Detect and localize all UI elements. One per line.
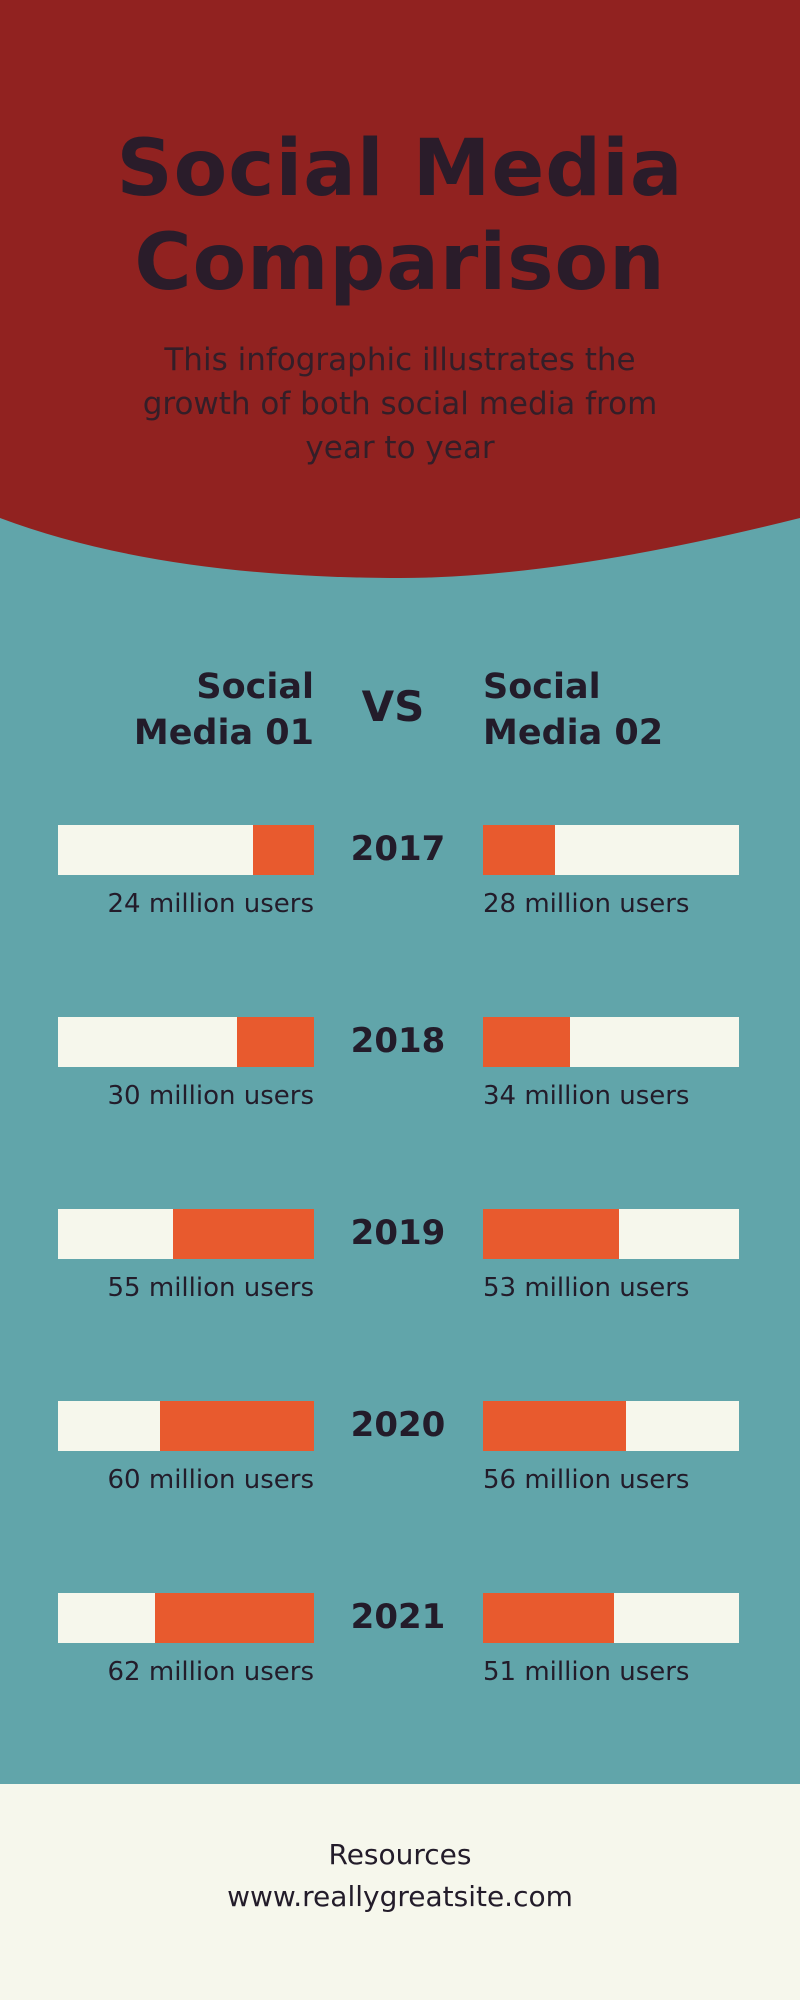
series-heading-right-line-1: Social — [483, 667, 601, 707]
series-heading-left-line-1: Social — [196, 667, 314, 707]
year-label: 2020 — [350, 1405, 446, 1445]
value-label-right: 34 million users — [483, 1081, 690, 1111]
value-label-right: 51 million users — [483, 1657, 690, 1687]
chart-row: 2018 30 million users 34 million users — [0, 1017, 800, 1137]
value-label-left: 24 million users — [107, 889, 314, 919]
bar-fill-left — [173, 1209, 314, 1259]
footer-resources-label: Resources — [328, 1838, 472, 1871]
bar-fill-left — [155, 1593, 314, 1643]
series-heading-left: Social Media 01 — [58, 664, 314, 756]
bar-track-left — [58, 1401, 314, 1451]
bar-track-right — [483, 1017, 739, 1067]
bar-track-left — [58, 1209, 314, 1259]
bar-fill-left — [160, 1401, 314, 1451]
series-heading-left-line-2: Media 01 — [133, 713, 314, 753]
bar-fill-right — [483, 825, 555, 875]
bar-track-right — [483, 825, 739, 875]
year-label: 2017 — [350, 829, 446, 869]
bar-fill-right — [483, 1593, 614, 1643]
chart-row: 2020 60 million users 56 million users — [0, 1401, 800, 1521]
value-label-right: 56 million users — [483, 1465, 690, 1495]
title-line-2: Comparison — [134, 218, 666, 308]
chart-row: 2019 55 million users 53 million users — [0, 1209, 800, 1329]
chart-row: 2021 62 million users 51 million users — [0, 1593, 800, 1713]
series-heading-right-line-2: Media 02 — [483, 713, 664, 753]
year-label: 2021 — [350, 1597, 446, 1637]
bar-fill-left — [237, 1017, 314, 1067]
page-title: Social Media Comparison — [0, 122, 800, 310]
year-label: 2019 — [350, 1213, 446, 1253]
footer-website-link[interactable]: www.reallygreatsite.com — [227, 1880, 573, 1913]
bar-track-right — [483, 1401, 739, 1451]
value-label-left: 62 million users — [107, 1657, 314, 1687]
year-label: 2018 — [350, 1021, 446, 1061]
header-background — [0, 0, 800, 578]
value-label-right: 53 million users — [483, 1273, 690, 1303]
bar-track-left — [58, 825, 314, 875]
vs-label: VS — [361, 682, 425, 731]
value-label-left: 60 million users — [107, 1465, 314, 1495]
value-label-right: 28 million users — [483, 889, 690, 919]
page-subtitle: This infographic illustrates the growth … — [142, 342, 658, 466]
value-label-left: 30 million users — [107, 1081, 314, 1111]
footer: Resources www.reallygreatsite.com — [0, 1784, 800, 2000]
title-line-1: Social Media — [116, 124, 684, 214]
chart-row: 2017 24 million users 28 million users — [0, 825, 800, 945]
bar-fill-right — [483, 1401, 626, 1451]
bar-track-left — [58, 1593, 314, 1643]
bar-fill-right — [483, 1017, 570, 1067]
bar-fill-left — [253, 825, 314, 875]
value-label-left: 55 million users — [107, 1273, 314, 1303]
footer-text: Resources www.reallygreatsite.com — [0, 1834, 800, 1918]
bar-track-right — [483, 1209, 739, 1259]
bar-track-left — [58, 1017, 314, 1067]
series-heading-right: Social Media 02 — [483, 664, 743, 756]
bar-fill-right — [483, 1209, 619, 1259]
bar-track-right — [483, 1593, 739, 1643]
